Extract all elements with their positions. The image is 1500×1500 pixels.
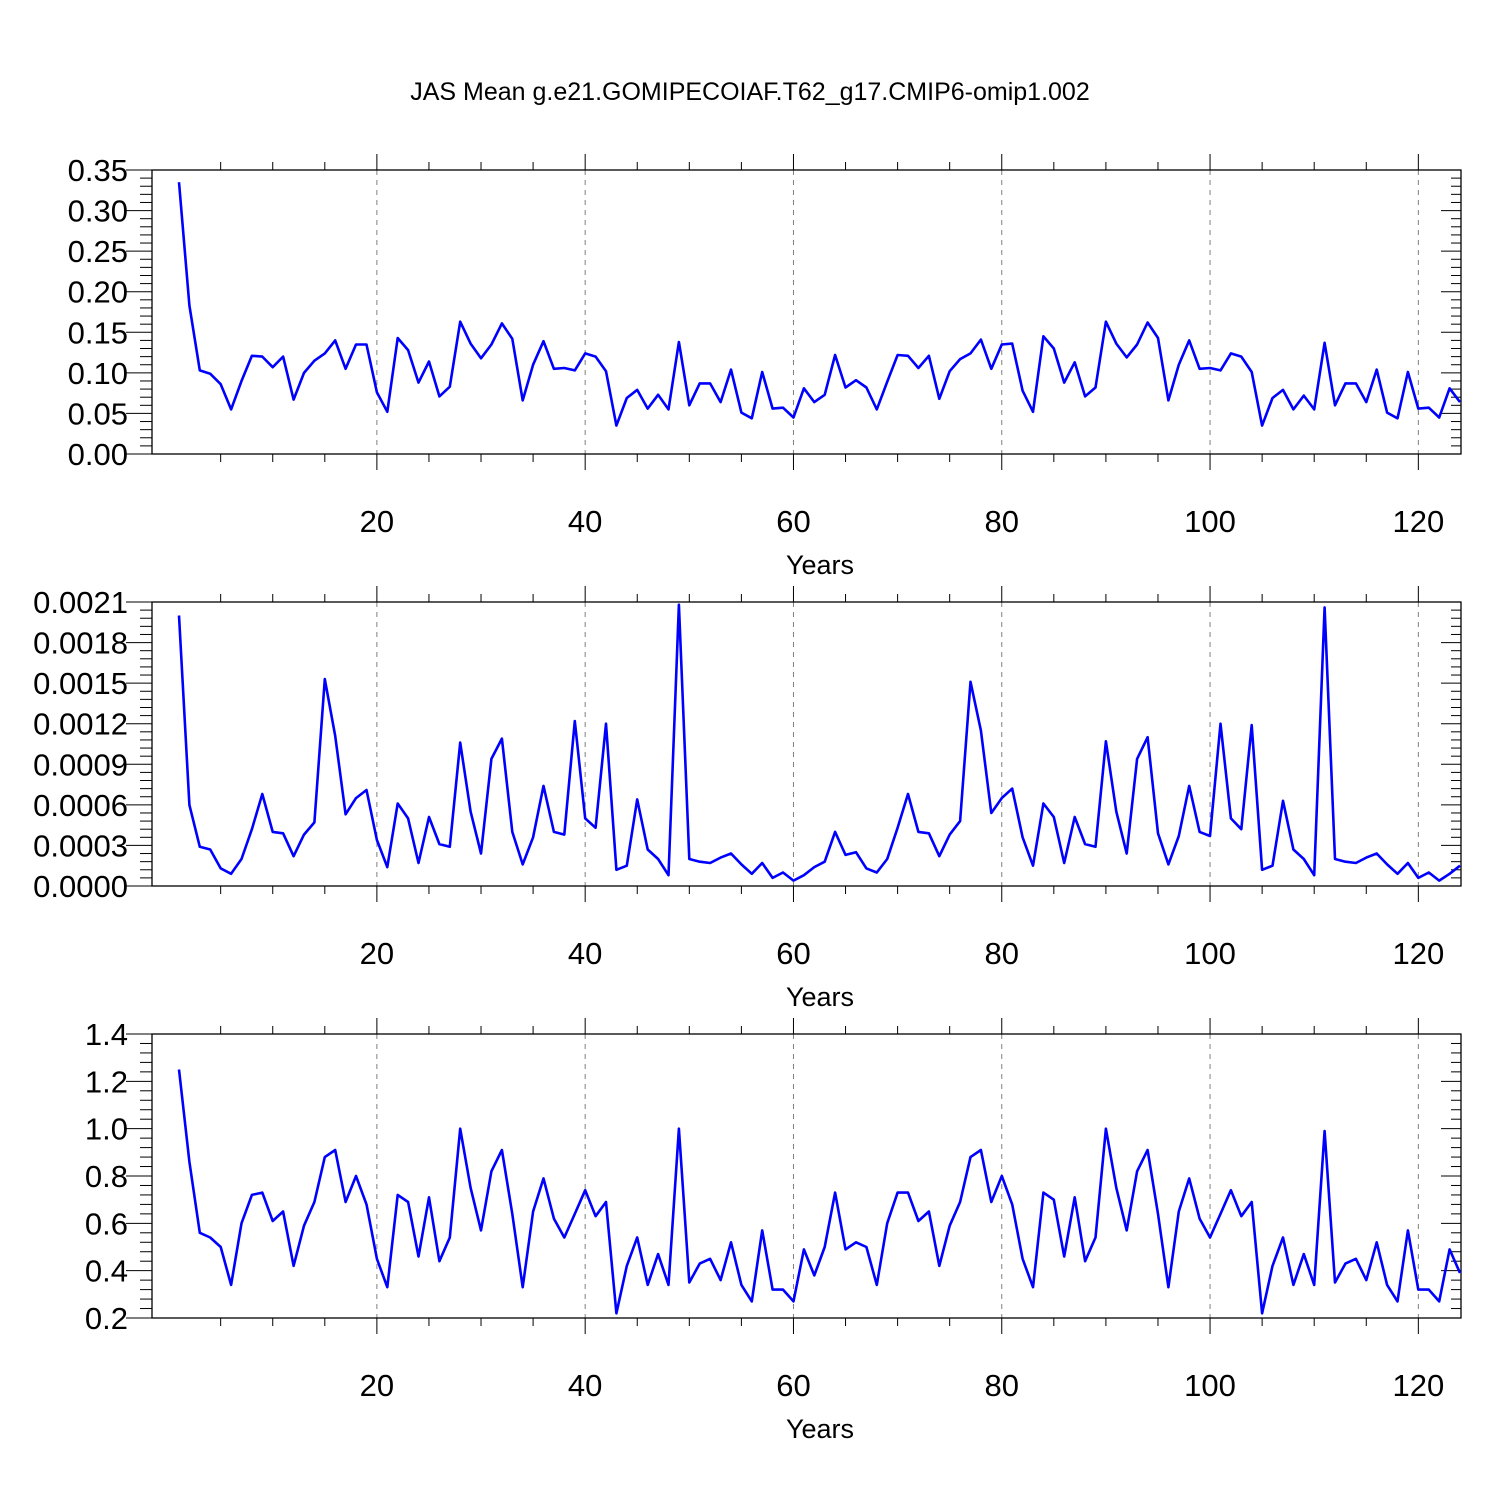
- x-axis-title: Years: [786, 982, 854, 1012]
- y-tick-label: 0.10: [68, 356, 128, 391]
- y-tick-label: 0.0021: [33, 585, 128, 620]
- y-tick-label: 0.8: [85, 1159, 128, 1194]
- y-axis-title: Sib Ice Area 1012 m2: [21, 1064, 50, 1288]
- y-tick-label: 0.6: [85, 1206, 128, 1241]
- y-tick-label: 1.0: [85, 1112, 128, 1147]
- x-axis-title: Years: [786, 550, 854, 580]
- y-tick-label: 0.0015: [33, 666, 128, 701]
- y-axis-title-unit-exponent: 3: [21, 184, 38, 193]
- x-tick-label: 120: [1392, 1368, 1444, 1403]
- y-tick-label: 0.0012: [33, 707, 128, 742]
- x-tick-label: 80: [985, 1368, 1019, 1403]
- y-tick-label: 0.25: [68, 234, 128, 269]
- panel-ice-area: 20 40 60 80 100 120 Years 0.2 0.4 0.6 0.8 1.0 1.2 1.4…: [21, 1017, 1462, 1444]
- y-axis-title-unit: m: [22, 1073, 50, 1101]
- x-tick-label: 120: [1392, 936, 1444, 971]
- x-tick-label: 80: [985, 504, 1019, 539]
- y-tick-label: 0.0000: [33, 869, 128, 904]
- y-axis-title: Sib Ice Volume 1013 m3: [21, 184, 50, 440]
- y-tick-label: 0.0018: [33, 626, 128, 661]
- x-tick-label: 40: [568, 504, 602, 539]
- plot-frame: [151, 601, 1462, 887]
- y-tick-label: 0.30: [68, 194, 128, 229]
- chart-title: JAS Mean g.e21.GOMIPECOIAF.T62_g17.CMIP6…: [410, 78, 1090, 106]
- x-tick-label: 60: [776, 936, 810, 971]
- x-tick-label: 40: [568, 936, 602, 971]
- x-tick-label: 60: [776, 1368, 810, 1403]
- x-tick-label: 80: [985, 936, 1019, 971]
- x-tick-label: 40: [568, 1368, 602, 1403]
- series-line: [177, 603, 1461, 882]
- x-axis-title: Years: [786, 1414, 854, 1444]
- x-tick-label: 120: [1392, 504, 1444, 539]
- x-tick-label: 20: [360, 504, 394, 539]
- x-tick-label: 100: [1184, 504, 1236, 539]
- x-tick-label: 100: [1184, 1368, 1236, 1403]
- y-tick-label: 0.4: [85, 1254, 128, 1289]
- x-tick-label: 100: [1184, 936, 1236, 971]
- y-axis-title-unit: m: [22, 193, 50, 221]
- y-tick-label: 0.20: [68, 275, 128, 310]
- y-tick-label: 0.15: [68, 315, 128, 350]
- y-tick-label: 0.0003: [33, 828, 128, 863]
- y-tick-label: 0.05: [68, 396, 128, 431]
- y-axis-title-main: Sib Ice Volume 10: [22, 238, 50, 440]
- y-axis-title-main: Sib Ice Area 10: [22, 1118, 50, 1288]
- y-axis-title-exponent: 13: [21, 221, 38, 239]
- series-line: [177, 182, 1462, 427]
- x-tick-label: 20: [360, 936, 394, 971]
- y-axis-title-unit-exponent: 2: [21, 1064, 38, 1073]
- y-tick-label: 0.0009: [33, 747, 128, 782]
- y-tick-label: 0.2: [85, 1301, 128, 1336]
- plot-frame: [151, 169, 1462, 455]
- y-tick-label: 0.35: [68, 153, 128, 188]
- y-tick-label: 1.4: [85, 1017, 128, 1052]
- y-tick-label: 0.0006: [33, 788, 128, 823]
- y-axis-title-exponent: 12: [21, 1101, 38, 1119]
- x-tick-label: 20: [360, 1368, 394, 1403]
- y-tick-label: 1.2: [85, 1064, 128, 1099]
- panel-ice-volume: 20 40 60 80 100 120 Years 0.00 0.05 0.10 0.15 0.20 0…: [21, 153, 1462, 580]
- y-tick-label: 0.00: [68, 437, 128, 472]
- panel-snow-volume: 20 40 60 80 100 120 Years 0.0000 0.0003 0.0006 0.0…: [33, 585, 1462, 1012]
- series-line: [177, 1069, 1462, 1315]
- x-tick-label: 60: [776, 504, 810, 539]
- plot-frame: [151, 1033, 1462, 1319]
